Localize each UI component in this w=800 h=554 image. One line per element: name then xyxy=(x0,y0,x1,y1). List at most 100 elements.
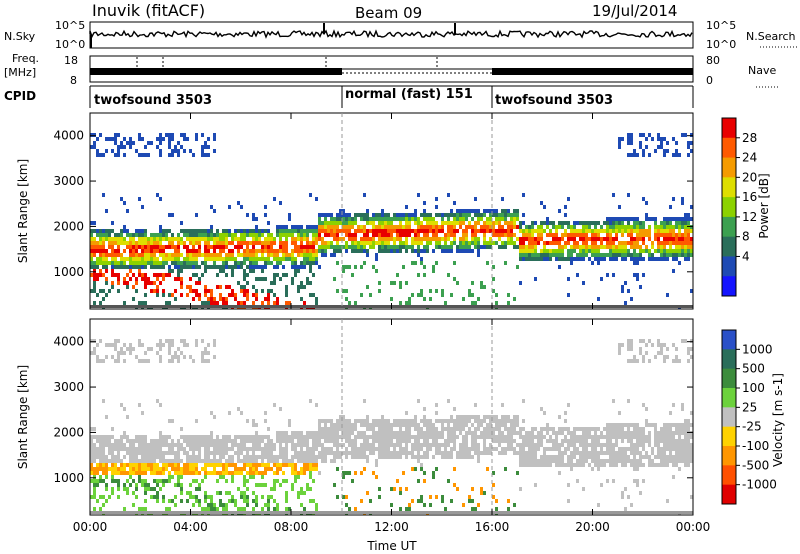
velocity-cell xyxy=(291,459,294,463)
time-xticks: 00:00 04:00 08:00 12:00 16:00 20:00 00:00 xyxy=(73,113,710,534)
velocity-cell xyxy=(399,419,402,423)
power-cell xyxy=(111,245,114,249)
power-cell xyxy=(690,229,693,233)
velocity-cell xyxy=(642,355,645,359)
power-cell xyxy=(381,217,384,221)
power-cell xyxy=(129,237,132,241)
power-cell xyxy=(687,221,690,225)
power-cell xyxy=(120,141,123,145)
power-cell xyxy=(465,245,468,249)
power-cell xyxy=(492,277,495,281)
power-cell xyxy=(303,237,306,241)
velocity-cell xyxy=(642,427,645,431)
power-cell xyxy=(408,213,411,217)
velocity-cell xyxy=(216,507,219,511)
power-cell xyxy=(96,229,99,233)
power-cell xyxy=(663,137,666,141)
power-cell xyxy=(351,241,354,245)
velocity-cell xyxy=(300,503,303,507)
velocity-cell xyxy=(558,427,561,431)
power-cell xyxy=(516,225,519,229)
power-cell xyxy=(441,213,444,217)
power-cell xyxy=(567,237,570,241)
velocity-cell xyxy=(213,339,216,343)
power-cell xyxy=(558,245,561,249)
power-cell xyxy=(213,257,216,261)
power-cell xyxy=(93,133,96,137)
power-cell xyxy=(276,265,279,269)
velocity-cell xyxy=(186,467,189,471)
cpid-seg-3: twofsound 3503 xyxy=(495,93,613,108)
power-cell xyxy=(510,213,513,217)
power-cell xyxy=(597,233,600,237)
power-cell xyxy=(318,217,321,221)
velocity-cell xyxy=(489,443,492,447)
velocity-cell xyxy=(357,431,360,435)
velocity-cell xyxy=(402,419,405,423)
power-cell xyxy=(111,265,114,269)
power-cell xyxy=(243,253,246,257)
power-cell xyxy=(492,229,495,233)
power-cell xyxy=(636,237,639,241)
velocity-cell xyxy=(669,423,672,427)
power-cell xyxy=(591,253,594,257)
power-cell xyxy=(270,249,273,253)
power-cell xyxy=(558,257,561,261)
velocity-cell xyxy=(159,467,162,471)
velocity-cell xyxy=(363,455,366,459)
power-cell xyxy=(180,237,183,241)
power-cell xyxy=(237,229,240,233)
velocity-cell xyxy=(195,479,198,483)
velocity-cell xyxy=(351,443,354,447)
power-cell xyxy=(606,245,609,249)
power-cell xyxy=(282,233,285,237)
velocity-cell xyxy=(660,347,663,351)
velocity-cell xyxy=(369,435,372,439)
power-cell xyxy=(282,257,285,261)
velocity-cell xyxy=(630,447,633,451)
power-cell xyxy=(105,249,108,253)
power-cell xyxy=(594,237,597,241)
power-cell xyxy=(486,217,489,221)
power-cell xyxy=(462,217,465,221)
velocity-cell xyxy=(534,459,537,463)
velocity-cell xyxy=(321,459,324,463)
velocity-cell xyxy=(612,423,615,427)
power-cell xyxy=(408,245,411,249)
power-cell xyxy=(111,253,114,257)
velocity-cell xyxy=(300,451,303,455)
power-cell xyxy=(192,261,195,265)
velocity-cell xyxy=(342,443,345,447)
velocity-cell xyxy=(288,419,291,423)
power-cell xyxy=(663,245,666,249)
power-cell xyxy=(189,285,192,289)
velocity-cell xyxy=(387,439,390,443)
velocity-cell xyxy=(573,447,576,451)
velocity-cell xyxy=(591,459,594,463)
velocity-cell xyxy=(687,439,690,443)
power-cell xyxy=(498,245,501,249)
power-cell xyxy=(279,249,282,253)
power-cell xyxy=(156,285,159,289)
power-cell xyxy=(510,217,513,221)
velocity-cell xyxy=(453,447,456,451)
velocity-cell xyxy=(132,447,135,451)
velocity-cell xyxy=(276,467,279,471)
power-cell xyxy=(177,253,180,257)
power-cell xyxy=(432,221,435,225)
velocity-cell xyxy=(234,467,237,471)
velocity-cell xyxy=(549,427,552,431)
velocity-cell xyxy=(156,343,159,347)
velocity-cell xyxy=(351,423,354,427)
velocity-cell xyxy=(519,431,522,435)
power-cell xyxy=(222,245,225,249)
power-cell xyxy=(405,241,408,245)
velocity-cell xyxy=(342,427,345,431)
velocity-cell xyxy=(663,451,666,455)
velocity-cell xyxy=(129,439,132,443)
velocity-cell xyxy=(234,471,237,475)
velocity-cell xyxy=(111,471,114,475)
power-cell xyxy=(564,213,567,217)
power-cell xyxy=(210,265,213,269)
power-cell xyxy=(312,241,315,245)
